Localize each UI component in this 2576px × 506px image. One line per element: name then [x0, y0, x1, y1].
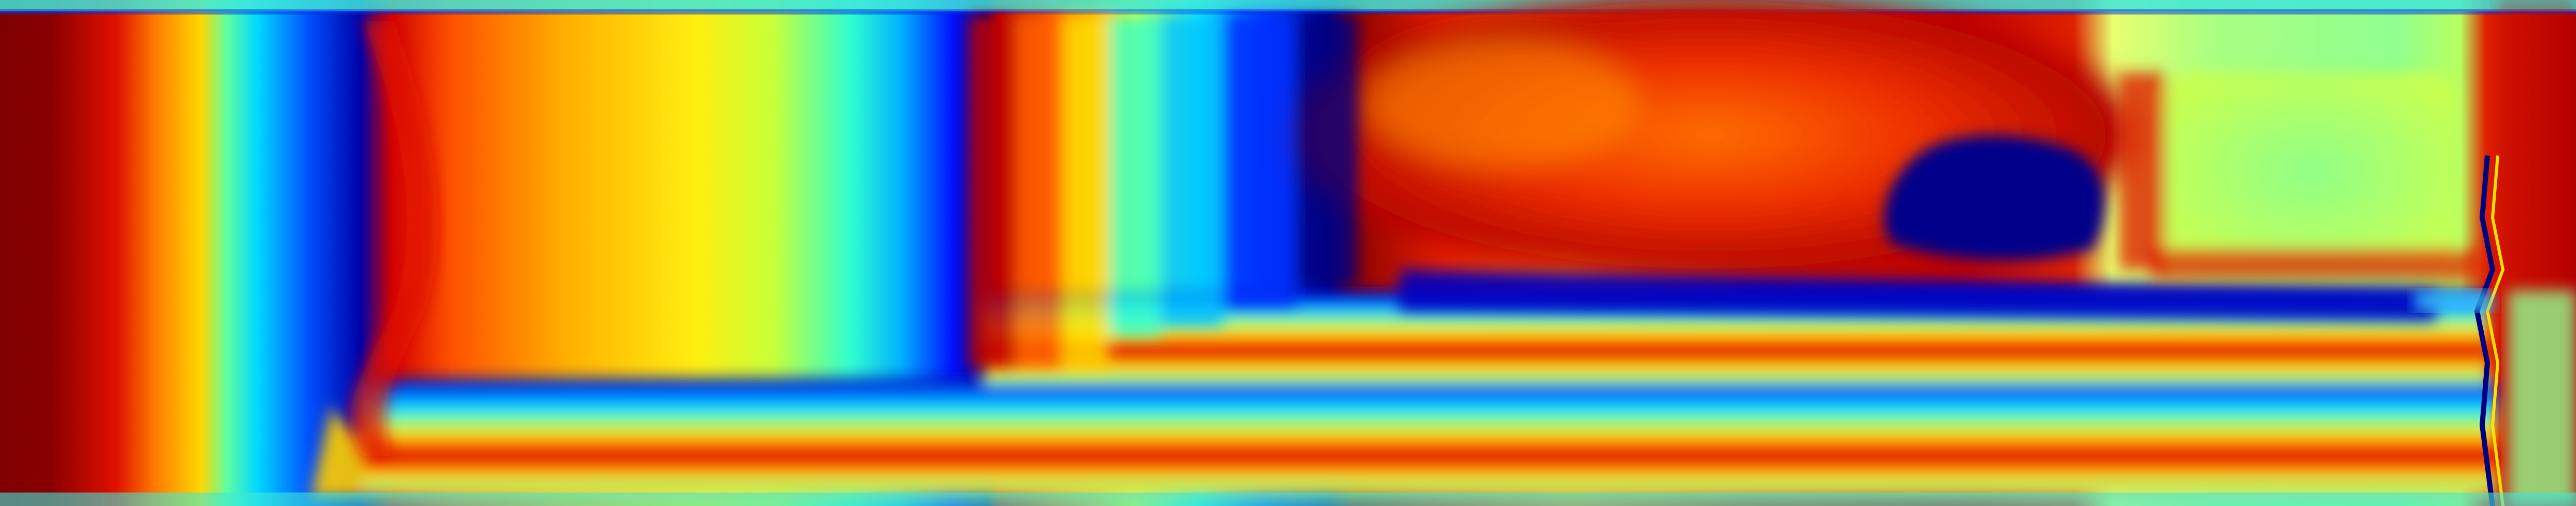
right-edge — [2415, 0, 2576, 506]
right-plateau — [2119, 73, 2487, 280]
bottom-strip — [0, 493, 2576, 506]
mid-vertical-bands — [969, 16, 1358, 368]
cold-pocket — [1399, 135, 2436, 321]
top-strip-edge — [0, 9, 2576, 15]
left-hook — [350, 21, 438, 456]
top-strip — [0, 0, 2576, 11]
